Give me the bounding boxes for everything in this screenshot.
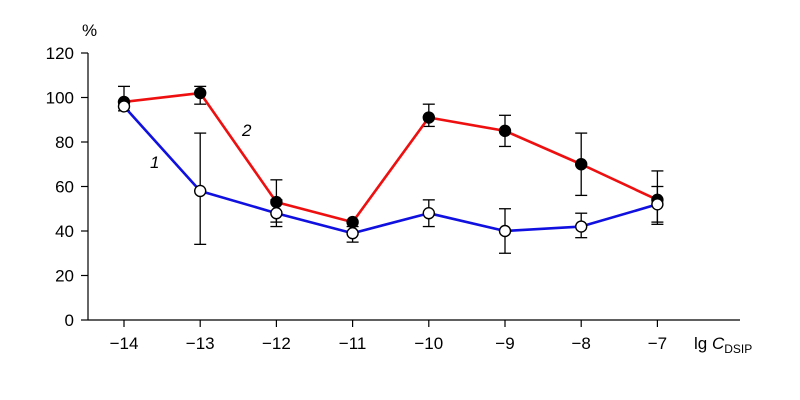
data-point-series-2 — [270, 195, 283, 209]
x-tick-label: −14 — [110, 334, 139, 353]
data-point-series-1 — [575, 220, 588, 233]
x-axis-label: lg CDSIP — [694, 334, 752, 356]
data-point-series-1 — [651, 198, 664, 211]
y-tick-label: 0 — [65, 311, 74, 330]
data-point-series-2 — [346, 215, 359, 229]
data-point-series-1 — [270, 206, 283, 220]
series-markers — [117, 86, 664, 240]
data-point-series-1 — [422, 206, 435, 220]
x-axis-label-main: lg — [694, 334, 712, 353]
series-line-1 — [123, 105, 658, 235]
series-label-1: 1 — [150, 153, 159, 172]
data-point-series-1 — [193, 184, 207, 198]
y-tick-label: 20 — [55, 267, 74, 286]
x-axis-label-symbol: C — [712, 334, 725, 353]
data-point-series-2 — [575, 158, 588, 171]
series-lines — [123, 91, 658, 235]
series-label-2: 2 — [241, 121, 252, 140]
x-tick-label: −9 — [495, 334, 514, 353]
data-point-series-2 — [498, 124, 512, 138]
y-tick-label: 60 — [55, 178, 74, 197]
data-point-series-2 — [193, 86, 207, 100]
data-point-series-1 — [498, 224, 512, 238]
x-tick-label: −11 — [339, 334, 367, 353]
x-tick-label: −8 — [572, 334, 591, 353]
y-tick-label: 40 — [55, 222, 74, 241]
x-tick-label: −7 — [648, 334, 667, 353]
y-tick-label: 120 — [46, 44, 74, 63]
axes: 0 20 40 60 80 100 120 −14 −13 −12 −11 −10 −9 −8 −7 — [46, 44, 740, 353]
x-tick-label: −13 — [186, 334, 215, 353]
data-point-series-1 — [346, 227, 359, 240]
y-tick-label: 80 — [55, 133, 74, 152]
series-line-2 — [123, 91, 658, 224]
data-point-series-2 — [422, 111, 435, 124]
labels: % lg CDSIP 1 2 — [82, 21, 752, 356]
y-axis-label: % — [82, 21, 97, 40]
y-tick-label: 100 — [46, 89, 74, 108]
x-axis-label-subscript: DSIP — [724, 342, 752, 356]
x-tick-label: −10 — [414, 334, 443, 353]
data-point-series-1 — [117, 100, 131, 113]
x-tick-label: −12 — [262, 334, 291, 353]
